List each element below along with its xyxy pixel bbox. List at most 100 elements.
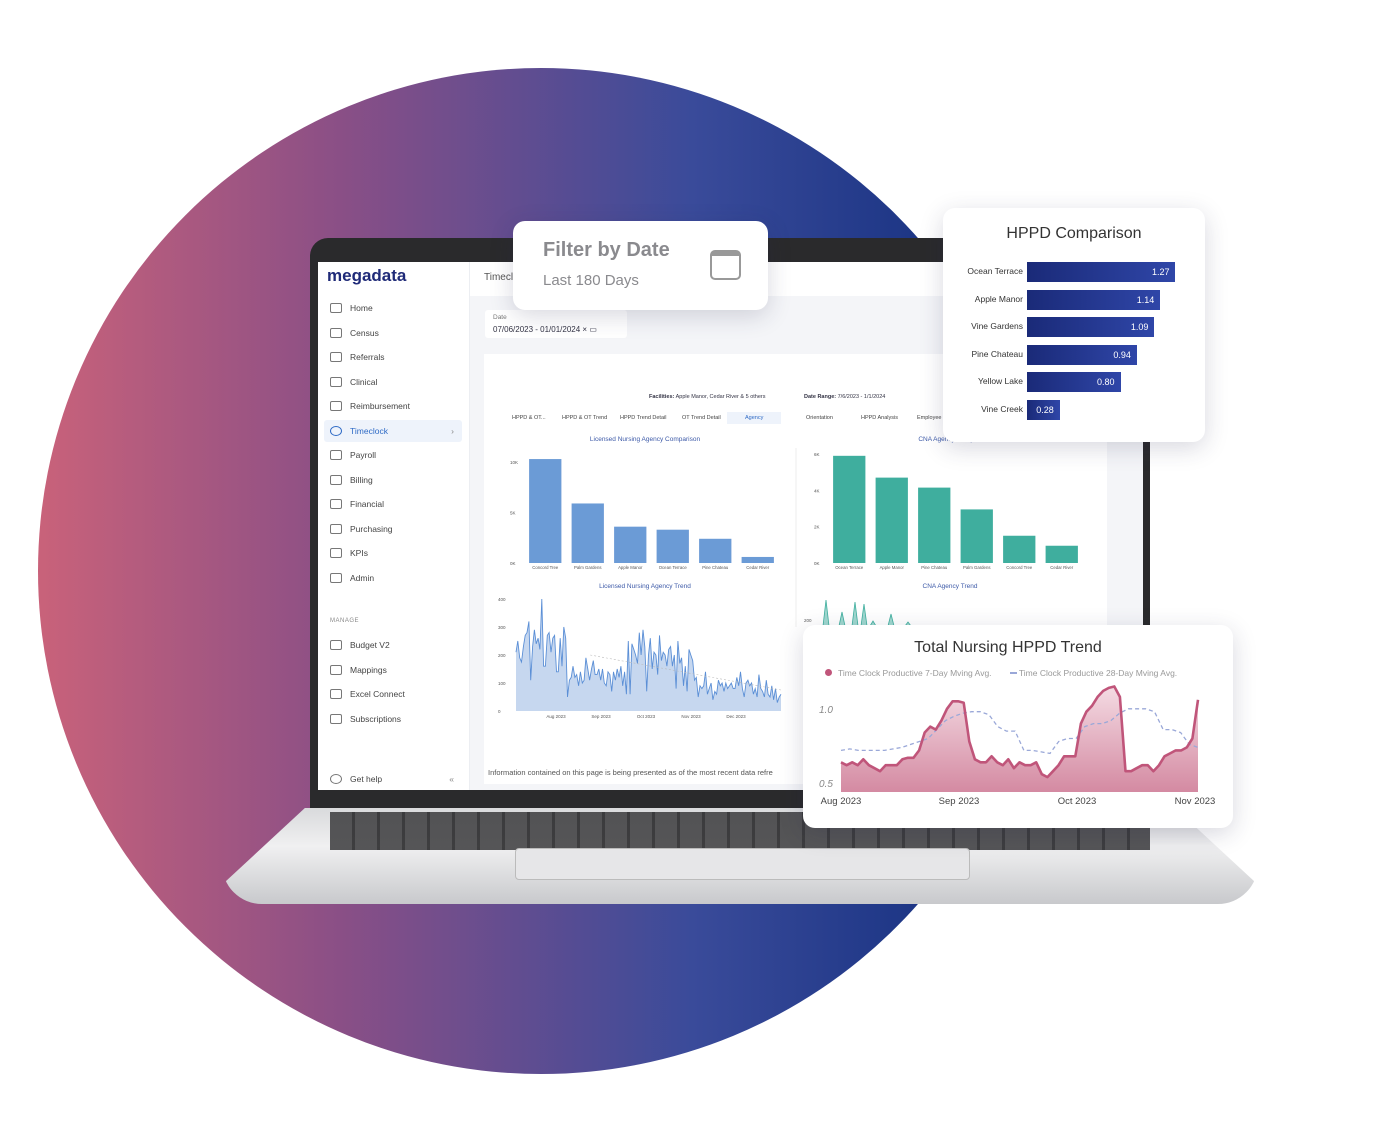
area-fill xyxy=(841,686,1198,792)
x-tick-label: Aug 2023 xyxy=(821,796,862,807)
sidebar-item-payroll[interactable]: Payroll xyxy=(324,444,462,466)
bar: 1.27 xyxy=(1027,262,1176,282)
y-tick-label: 200 xyxy=(498,653,506,658)
y-tick-label: 0K xyxy=(814,561,820,566)
sidebar-item-admin[interactable]: Admin xyxy=(324,567,462,589)
sidebar-item-reimbursement[interactable]: Reimbursement xyxy=(324,395,462,417)
filter-by-date-card[interactable]: Filter by Date Last 180 Days xyxy=(513,221,768,310)
tab-hppd-ot-[interactable]: HPPD & OT... xyxy=(512,415,546,421)
sidebar-item-subscriptions[interactable]: Subscriptions xyxy=(324,708,462,730)
trend-spike xyxy=(851,601,859,627)
x-tick-label: Oct 2023 xyxy=(637,714,656,719)
legend-dot-icon xyxy=(825,669,832,676)
sidebar-item-excel-connect[interactable]: Excel Connect xyxy=(324,683,462,705)
x-tick-label: Ocean Terrace xyxy=(659,565,688,570)
y-tick-label: 0.5 xyxy=(819,779,833,790)
manage-section-label: MANAGE xyxy=(330,618,360,624)
sidebar-item-kpis[interactable]: KPIs xyxy=(324,542,462,564)
y-tick-label: 100 xyxy=(498,681,506,686)
tab-agency[interactable]: Agency xyxy=(727,412,782,424)
x-tick-label: Dec 2023 xyxy=(726,714,746,719)
dollar-icon xyxy=(330,450,342,460)
x-tick-label: Oct 2023 xyxy=(1058,796,1097,807)
date-value: 07/06/2023 - 01/01/2024 xyxy=(493,325,581,334)
bar-value-label: 0.28 xyxy=(1036,404,1054,415)
bar-value-label: 0.80 xyxy=(1097,377,1115,387)
clipboard-icon xyxy=(330,376,342,387)
bar-value-label: 1.27 xyxy=(1151,267,1170,277)
sidebar-item-census[interactable]: Census xyxy=(324,322,462,344)
sidebar-item-budget-v2[interactable]: Budget V2 xyxy=(324,634,462,656)
tab-hppd-ot-trend[interactable]: HPPD & OT Trend xyxy=(562,415,608,421)
bar-label: Yellow Lake xyxy=(977,376,1023,386)
list-icon xyxy=(330,548,342,558)
bar xyxy=(614,526,647,563)
y-tick-label: 400 xyxy=(498,597,506,602)
date-label: Date xyxy=(493,314,507,321)
tab-hppd-analysis[interactable]: HPPD Analysis xyxy=(861,415,898,421)
facilities-value: Apple Manor, Cedar River & 5 others xyxy=(675,394,766,400)
y-tick-label: 200 xyxy=(804,618,812,623)
chart-title: CNA Agency Trend xyxy=(923,583,978,590)
bar xyxy=(741,556,774,563)
calendar-icon[interactable]: ▭ xyxy=(589,325,597,334)
x-tick-label: Pine Chateau xyxy=(921,565,948,570)
referral-icon xyxy=(330,352,342,362)
x-tick-label: Cedar River xyxy=(746,565,769,570)
bar xyxy=(960,509,993,563)
total-nursing-hppd-trend-card: Total Nursing HPPD Trend Time Clock Prod… xyxy=(803,625,1233,828)
y-tick-label: 0 xyxy=(498,709,501,714)
laptop-trackpad xyxy=(515,848,970,880)
collapse-icon[interactable]: « xyxy=(449,774,454,784)
sidebar-item-billing[interactable]: Billing xyxy=(324,469,462,491)
trend-spike xyxy=(838,611,846,627)
trend-dashed-line xyxy=(590,654,782,691)
tab-employee[interactable]: Employee xyxy=(917,415,942,421)
hppd-comparison-card: HPPD Comparison Ocean Terrace 1.27 Apple M… xyxy=(943,208,1205,442)
sidebar-item-financial[interactable]: Financial xyxy=(324,493,462,515)
sidebar-item-timeclock[interactable]: Timeclock › xyxy=(324,419,462,442)
bar-label: Pine Chateau xyxy=(971,348,1023,359)
bar xyxy=(656,529,689,563)
bar-label: Ocean Terrace xyxy=(967,266,1023,276)
filter-card-value: Last 180 Days xyxy=(543,272,639,289)
sidebar-item-purchasing[interactable]: Purchasing xyxy=(324,518,462,540)
series-28day-line xyxy=(840,708,1199,755)
x-tick-label: Cedar River xyxy=(1050,565,1073,570)
sidebar-item-referrals[interactable]: Referrals xyxy=(324,346,462,368)
data-refresh-note: Information contained on this page is be… xyxy=(488,768,773,777)
tab-ot-trend-detail[interactable]: OT Trend Detail xyxy=(682,415,721,421)
hppd-trend-chart: 0.5 1.0 Aug 2023 Sep 2023 Oct 2023 Nov 2023 xyxy=(819,685,1215,807)
bar-label: Vine Creek xyxy=(981,403,1023,414)
sidebar-item-clinical[interactable]: Clinical xyxy=(324,371,462,393)
date-filter[interactable]: Date 07/06/2023 - 01/01/2024 × ▭ xyxy=(485,310,627,338)
tab-hppd-trend-detail[interactable]: HPPD Trend Detail xyxy=(620,415,667,421)
x-tick-label: Palm Gardens xyxy=(574,565,601,570)
bar xyxy=(875,477,908,563)
legend-7day: Time Clock Productive 7-Day Mving Avg. xyxy=(838,668,992,678)
chart-title: Licensed Nursing Agency Comparison xyxy=(590,436,701,443)
tab-orientation[interactable]: Orientation xyxy=(806,415,833,421)
calendar-icon[interactable] xyxy=(710,250,741,280)
bar-label: Apple Manor xyxy=(974,293,1023,304)
page-title: Timeclock xyxy=(484,272,529,283)
bar-value-label: 1.09 xyxy=(1130,322,1149,332)
legend: Time Clock Productive 7-Day Mving Avg. T… xyxy=(825,668,1177,678)
camera-icon xyxy=(330,401,342,411)
bar xyxy=(571,503,604,563)
trend-spike xyxy=(822,599,830,627)
bar: 1.09 xyxy=(1027,317,1155,337)
screen-charts: Licensed Nursing Agency Comparison 0K 5K 10… xyxy=(498,436,1078,719)
x-tick-label: Apple Manor xyxy=(618,565,643,570)
get-help-button[interactable]: Get help « xyxy=(324,768,462,790)
bar xyxy=(699,538,732,563)
sidebar-item-home[interactable]: Home xyxy=(324,297,462,319)
y-tick-label: 5K xyxy=(510,511,516,516)
sidebar-item-mappings[interactable]: Mappings xyxy=(324,659,462,681)
legend-28day: Time Clock Productive 28-Day Mving Avg. xyxy=(1018,668,1178,678)
y-tick-label: 300 xyxy=(498,625,506,630)
clear-icon[interactable]: × xyxy=(582,325,588,334)
menu-item-icon xyxy=(330,664,342,675)
y-tick-label: 2K xyxy=(814,525,820,530)
y-tick-label: 6K xyxy=(814,452,820,457)
